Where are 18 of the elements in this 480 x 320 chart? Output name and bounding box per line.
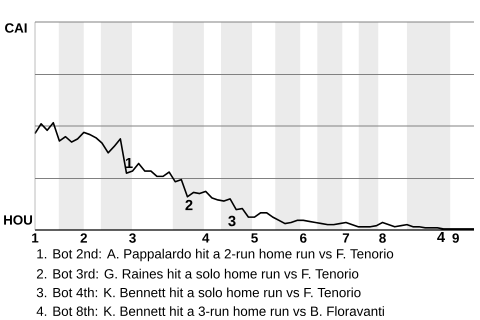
annotation: 3: [228, 216, 236, 226]
text: 3. Bot 4th: K. Bennett hit a solo home run vs F. Tenorio: [36, 287, 361, 298]
x-tick-label: 5: [251, 233, 258, 243]
x-tick-label: 3: [129, 233, 136, 243]
x-tick-label: 8: [379, 233, 386, 243]
x-tick-label: 4: [202, 233, 210, 243]
x-tick-label: 6: [300, 233, 307, 243]
x-tick-label: 2: [80, 233, 87, 243]
text: 4. Bot 8th: K. Bennett hit a 3-run home run vs B. Floravanti: [36, 306, 384, 316]
x-tick-label: 9: [452, 233, 459, 243]
annotation: 2: [185, 200, 192, 210]
annotation: 1: [126, 158, 133, 168]
x-tick-label: 1: [32, 233, 38, 243]
text: 2. Bot 3rd: G. Raines hit a solo home run vs F. Tenorio: [36, 268, 358, 279]
text: 1. Bot 2nd: A. Pappalardo hit a 2-run home run vs F. Tenorio: [37, 248, 394, 262]
text: HOU: [4, 215, 32, 225]
x-tick-label: 7: [342, 233, 350, 243]
text: CAI: [5, 23, 27, 33]
